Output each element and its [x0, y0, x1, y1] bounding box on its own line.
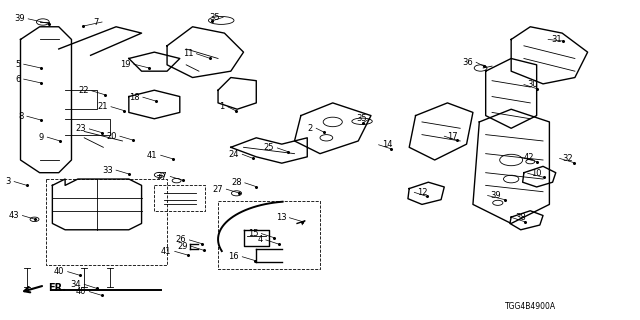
- Text: 36: 36: [462, 58, 473, 67]
- Text: 4: 4: [257, 236, 262, 244]
- Text: 15: 15: [248, 229, 258, 238]
- Text: 31: 31: [551, 35, 562, 44]
- Text: 43: 43: [8, 211, 19, 220]
- Text: 37: 37: [156, 172, 167, 181]
- Text: 29: 29: [177, 242, 188, 251]
- Text: 7: 7: [93, 18, 99, 27]
- Text: 21: 21: [97, 102, 108, 111]
- Text: 28: 28: [231, 178, 242, 187]
- Text: 14: 14: [382, 140, 392, 149]
- Text: 11: 11: [182, 49, 193, 58]
- Text: 10: 10: [531, 169, 541, 178]
- Text: 23: 23: [76, 124, 86, 133]
- Text: 19: 19: [120, 60, 131, 69]
- Text: 6: 6: [15, 75, 20, 84]
- Text: 8: 8: [19, 112, 24, 121]
- Text: 3: 3: [6, 177, 11, 186]
- Text: 38: 38: [516, 213, 526, 222]
- Text: 42: 42: [524, 153, 534, 162]
- Text: FR.: FR.: [48, 283, 66, 292]
- Text: 34: 34: [70, 280, 81, 289]
- Text: 2: 2: [308, 124, 313, 133]
- Text: 18: 18: [129, 93, 140, 102]
- Text: 5: 5: [15, 60, 20, 69]
- Text: 12: 12: [417, 188, 428, 197]
- Text: 33: 33: [102, 166, 113, 175]
- Text: 35: 35: [209, 13, 220, 22]
- Text: 20: 20: [106, 132, 116, 141]
- Text: 41: 41: [161, 247, 172, 256]
- Text: 39: 39: [491, 191, 501, 200]
- Text: 24: 24: [228, 150, 239, 159]
- Text: 32: 32: [563, 154, 573, 163]
- Text: 16: 16: [228, 252, 239, 261]
- Text: 25: 25: [264, 143, 274, 152]
- Text: 22: 22: [78, 86, 89, 95]
- Text: 9: 9: [39, 133, 44, 142]
- Text: 40: 40: [54, 267, 65, 276]
- Text: 26: 26: [175, 236, 186, 244]
- Text: 40: 40: [76, 287, 86, 296]
- Text: 17: 17: [447, 132, 458, 141]
- Text: 41: 41: [147, 151, 157, 160]
- Text: 13: 13: [276, 213, 286, 222]
- Text: 35: 35: [356, 114, 367, 123]
- Text: 39: 39: [14, 14, 25, 23]
- Text: 30: 30: [527, 80, 538, 89]
- Text: 1: 1: [219, 102, 225, 111]
- Text: TGG4B4900A: TGG4B4900A: [505, 302, 556, 311]
- Text: 27: 27: [212, 185, 223, 194]
